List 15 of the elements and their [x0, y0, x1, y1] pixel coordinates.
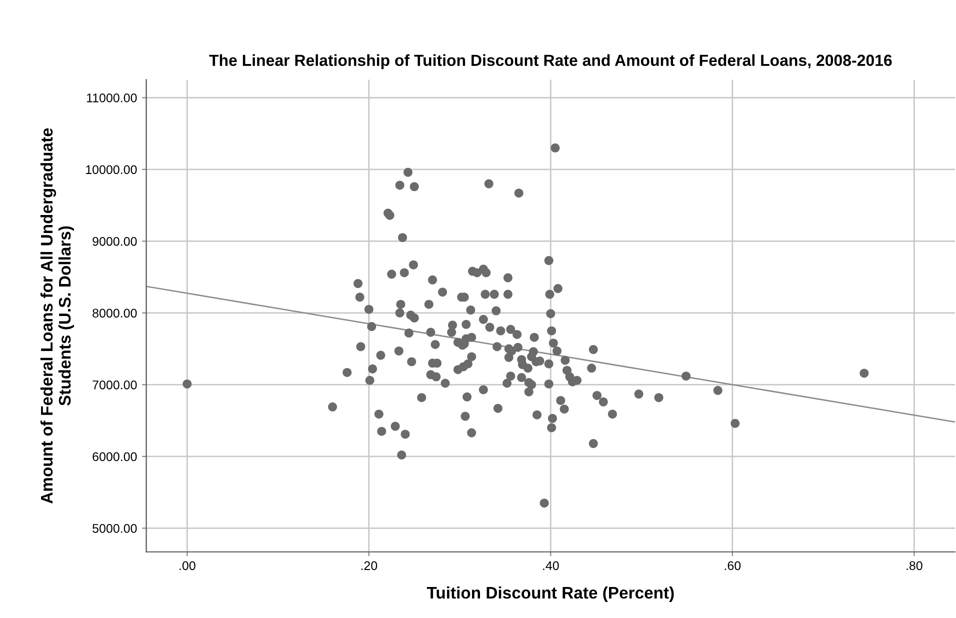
y-axis-title: Amount of Federal Loans for All Undergraduate Students (U.S. Dollars) — [40, 128, 74, 504]
y-tick-label: 5000.00 — [92, 524, 137, 533]
x-tick-label: .20 — [361, 561, 378, 570]
chart-title: The Linear Relationship of Tuition Discount Rate and Amount of Federal Loans, 2008-2016 — [209, 54, 892, 70]
x-tick-label: .60 — [724, 561, 741, 570]
x-tick-label: .80 — [906, 561, 922, 570]
y-tick-label: 6000.00 — [92, 452, 137, 462]
y-tick-label: 8000.00 — [92, 308, 137, 318]
y-tick-label: 7000.00 — [92, 380, 137, 390]
x-tick-label: .40 — [543, 561, 559, 570]
x-tick-label: .00 — [180, 561, 196, 570]
x-axis-title: Tuition Discount Rate (Percent) — [426, 586, 674, 602]
y-tick-label: 9000.00 — [92, 236, 137, 246]
y-tick-label: 10000.00 — [86, 165, 137, 174]
y-tick-label: 11000.00 — [86, 93, 137, 102]
